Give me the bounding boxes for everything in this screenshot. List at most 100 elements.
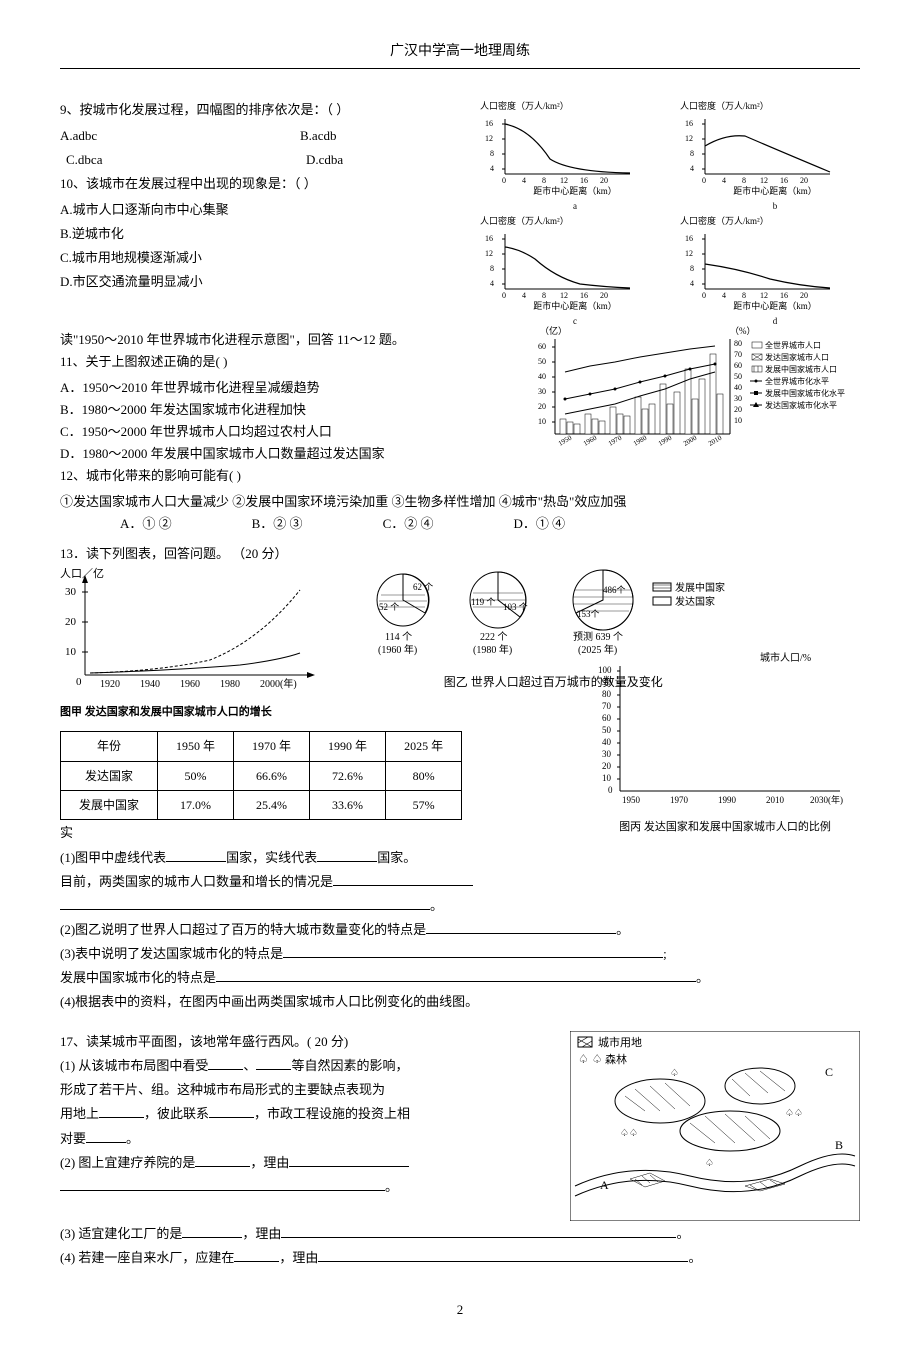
- svg-text:12: 12: [760, 176, 768, 184]
- svg-text:(1980 年): (1980 年): [473, 643, 512, 656]
- svg-text:♤♤: ♤♤: [620, 1128, 638, 1139]
- svg-text:60: 60: [602, 713, 612, 723]
- q17-1i: 。: [126, 1131, 139, 1146]
- svg-text:222 个: 222 个: [480, 631, 508, 643]
- svg-text:森林: 森林: [605, 1052, 627, 1066]
- svg-text:486个: 486个: [603, 585, 626, 595]
- chart-b-svg: 16 12 8 4 0 4 8 12 16 20: [680, 114, 840, 184]
- svg-text:10: 10: [538, 417, 546, 426]
- blank[interactable]: [281, 1224, 676, 1238]
- figure-jia-caption: 图甲 发达国家和发展中国家城市人口的增长: [60, 703, 330, 722]
- figure-bing: 城市人口/% 100 90 80 70 60 50 40 30 20 10 0 …: [590, 651, 860, 837]
- page-header: 广汉中学高一地理周练: [60, 40, 860, 69]
- svg-text:发展中国家: 发展中国家: [675, 581, 725, 594]
- q12-opt-c: C．② ④: [383, 513, 434, 535]
- density-charts-group: 人口密度（万人/km²） 16 12 8 4 0 4 8 12 16 20 距市…: [480, 99, 880, 319]
- svg-text:发达国家: 发达国家: [675, 595, 715, 608]
- q17-1h: 对要: [60, 1131, 86, 1146]
- r1c3: 72.6%: [310, 761, 386, 790]
- th-2025: 2025 年: [386, 732, 462, 761]
- svg-text:10: 10: [734, 416, 742, 425]
- svg-text:20: 20: [800, 176, 808, 184]
- blank[interactable]: [60, 896, 430, 910]
- svg-text:12: 12: [485, 134, 493, 143]
- blank[interactable]: [318, 1248, 688, 1262]
- svg-text:0: 0: [608, 785, 613, 795]
- svg-text:60: 60: [734, 361, 742, 370]
- svg-text:10: 10: [602, 773, 612, 783]
- svg-text:70: 70: [602, 701, 612, 711]
- blank[interactable]: [60, 1177, 385, 1191]
- q9-opt-b: B.acdb: [300, 125, 336, 147]
- chart-c-svg: 16 12 8 4 0 4 8 12 16 20: [480, 229, 640, 299]
- svg-text:12: 12: [485, 249, 493, 258]
- q17-4c: 。: [688, 1250, 701, 1265]
- svg-text:(1960 年): (1960 年): [378, 643, 417, 656]
- r2c4: 57%: [386, 791, 462, 820]
- svg-text:B: B: [835, 1138, 843, 1152]
- chart-d-xlabel: 距市中心距离（km）: [733, 301, 817, 311]
- svg-text:全世界城市化水平: 全世界城市化水平: [765, 376, 829, 386]
- figure-jia: 人口／亿 30 20 10 0 1920 1940 1960 1980 2000…: [60, 565, 330, 721]
- q13-3a: (3)表中说明了发达国家城市化的特点是: [60, 946, 283, 961]
- svg-text:60: 60: [538, 342, 546, 351]
- blank[interactable]: [182, 1224, 242, 1238]
- svg-text:8: 8: [490, 149, 494, 158]
- svg-text:12: 12: [685, 249, 693, 258]
- r2c0: 发展中国家: [61, 791, 158, 820]
- blank[interactable]: [289, 1153, 409, 1167]
- svg-text:20: 20: [800, 291, 808, 299]
- svg-text:0: 0: [702, 291, 706, 299]
- q13-3d: 。: [696, 970, 709, 985]
- svg-text:12: 12: [760, 291, 768, 299]
- blank[interactable]: [209, 1104, 254, 1118]
- blank[interactable]: [283, 944, 663, 958]
- r1c0: 发达国家: [61, 761, 158, 790]
- svg-text:发展中国家城市化水平: 发展中国家城市化水平: [765, 388, 845, 398]
- th-1990: 1990 年: [310, 732, 386, 761]
- q13-2e: 。: [616, 922, 629, 937]
- svg-text:80: 80: [602, 689, 612, 699]
- blank[interactable]: [216, 968, 696, 982]
- svg-text:城市人口/%: 城市人口/%: [760, 651, 811, 664]
- q17-4b: ，理由: [279, 1250, 318, 1265]
- svg-text:30: 30: [734, 394, 742, 403]
- q9-opt-a: A.adbc: [60, 125, 240, 147]
- blank[interactable]: [426, 920, 616, 934]
- svg-text:40: 40: [538, 372, 546, 381]
- page-number: 2: [60, 1299, 860, 1321]
- blank[interactable]: [195, 1153, 250, 1167]
- svg-text:1950: 1950: [557, 433, 574, 447]
- chart-a-xlabel: 距市中心距离（km）: [533, 186, 617, 196]
- q12-opt-b: B．② ③: [252, 513, 303, 535]
- svg-text:90: 90: [602, 677, 612, 687]
- svg-text:发达国家城市化水平: 发达国家城市化水平: [765, 400, 837, 410]
- blank[interactable]: [166, 848, 226, 862]
- svg-text:城市用地: 城市用地: [598, 1035, 642, 1049]
- svg-text:10: 10: [65, 646, 77, 658]
- svg-text:4: 4: [722, 291, 726, 299]
- blank[interactable]: [234, 1248, 279, 1262]
- svg-text:8: 8: [690, 264, 694, 273]
- blank[interactable]: [86, 1129, 126, 1143]
- q9-opt-d: D.cdba: [306, 149, 343, 171]
- blank[interactable]: [333, 872, 473, 886]
- q13-2: (2)图乙说明了世界人口超过了百万的特大城市数量变化的特点是: [60, 922, 426, 937]
- blank[interactable]: [208, 1056, 243, 1070]
- q17-1e: 用地上: [60, 1106, 99, 1121]
- blank[interactable]: [256, 1056, 291, 1070]
- svg-text:20: 20: [600, 176, 608, 184]
- svg-text:16: 16: [685, 234, 693, 243]
- svg-text:1990: 1990: [718, 795, 737, 805]
- q17-3c: 。: [676, 1226, 689, 1241]
- blank[interactable]: [317, 848, 377, 862]
- figure-bing-caption: 图丙 发达国家和发展中国家城市人口的比例: [590, 818, 860, 837]
- q13-4: (4)根据表中的资料，在图丙中画出两类国家城市人口比例变化的曲线图。: [60, 991, 860, 1013]
- blank[interactable]: [99, 1104, 144, 1118]
- chart-d-svg: 16 12 8 4 0 4 8 12 16 20: [680, 229, 840, 299]
- q12-text: 12、城市化带来的影响可能有( ): [60, 465, 860, 487]
- svg-text:4: 4: [522, 291, 526, 299]
- q17-2a: (2) 图上宜建疗养院的是: [60, 1155, 195, 1170]
- q17-1c: 等自然因素的影响，: [291, 1058, 408, 1073]
- svg-text:4: 4: [490, 279, 494, 288]
